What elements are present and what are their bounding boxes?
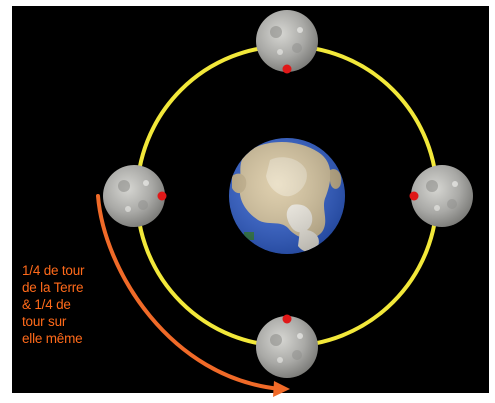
moon-bottom bbox=[256, 314, 318, 378]
caption-line-5: elle même bbox=[22, 331, 83, 346]
caption-line-1: 1/4 de tour bbox=[22, 263, 85, 278]
moon-top-marker bbox=[282, 64, 292, 74]
caption-line-4: tour sur bbox=[22, 314, 67, 329]
moon-bottom-marker bbox=[282, 314, 292, 324]
rotation-arrow-head bbox=[273, 381, 290, 397]
earth bbox=[229, 138, 345, 254]
moon-top bbox=[256, 10, 318, 74]
moon-left bbox=[103, 165, 167, 227]
rotation-caption: 1/4 de tour de la Terre & 1/4 de tour su… bbox=[22, 262, 142, 347]
moon-right-marker bbox=[409, 191, 419, 201]
caption-line-3: & 1/4 de bbox=[22, 297, 71, 312]
rotation-arrow bbox=[96, 194, 282, 391]
moon-left-marker bbox=[157, 191, 167, 201]
moon-right bbox=[409, 165, 473, 227]
caption-line-2: de la Terre bbox=[22, 280, 84, 295]
